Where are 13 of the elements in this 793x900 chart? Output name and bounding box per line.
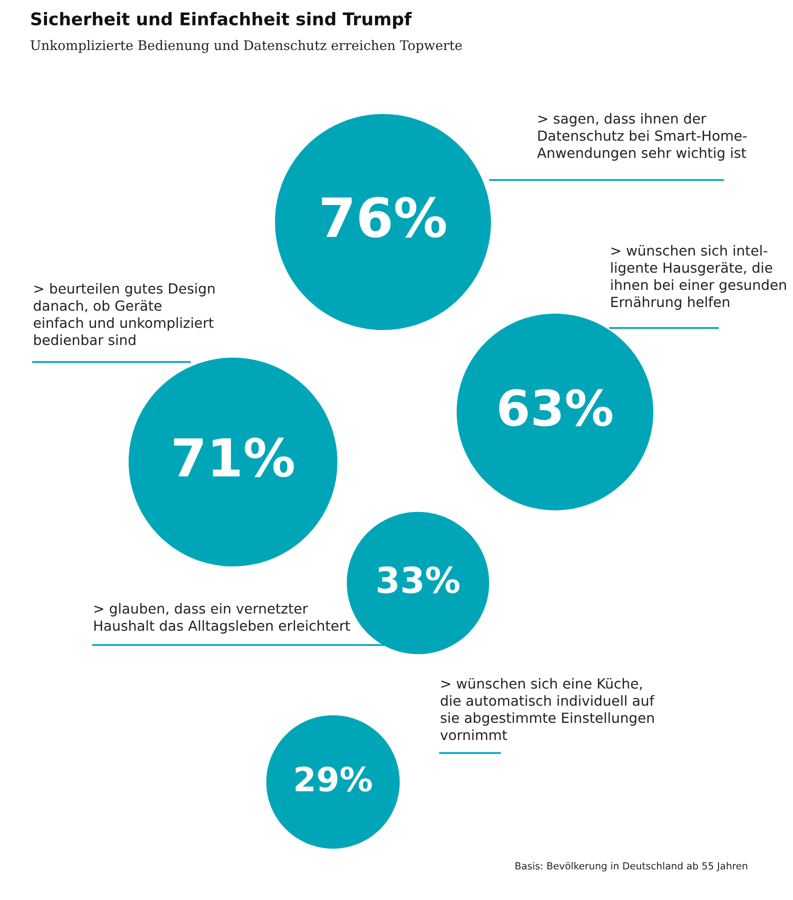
category-label: > wünschen sich intel- ligente Hausgeräte, die ihnen bei einer gesunden Ernährung helfen [611,245,786,310]
data-label: 33% [378,566,460,594]
data-label: 29% [296,766,372,792]
category-label: > glauben, dass ein vernetzter Haushalt das Alltagsleben erleichtert [94,603,350,634]
text: Unkomplizierte Bedienung und Datenschutz erreichen Topwerte [30,40,462,53]
data-label: 76% [322,196,446,238]
text: Sicherheit und Einfachheit sind Trumpf [31,12,412,29]
data-label: 63% [499,389,612,426]
category-label: > sagen, dass ihnen der Datenschutz bei Smart-Home- Anwendungen sehr wichtig ist [537,113,747,161]
category-label: > beurteilen gutes Design danach, ob Geräte einfach und unkompliziert bedienbar sind [34,283,214,346]
data-label: 71% [174,438,294,478]
text: Basis: Bevölkerung in Deutschland ab 55 Jahren [516,862,748,872]
category-label: > wünschen sich eine Küche, die automatisch individuell auf sie abgestimmte Einstellungen vornimmt [440,678,655,740]
